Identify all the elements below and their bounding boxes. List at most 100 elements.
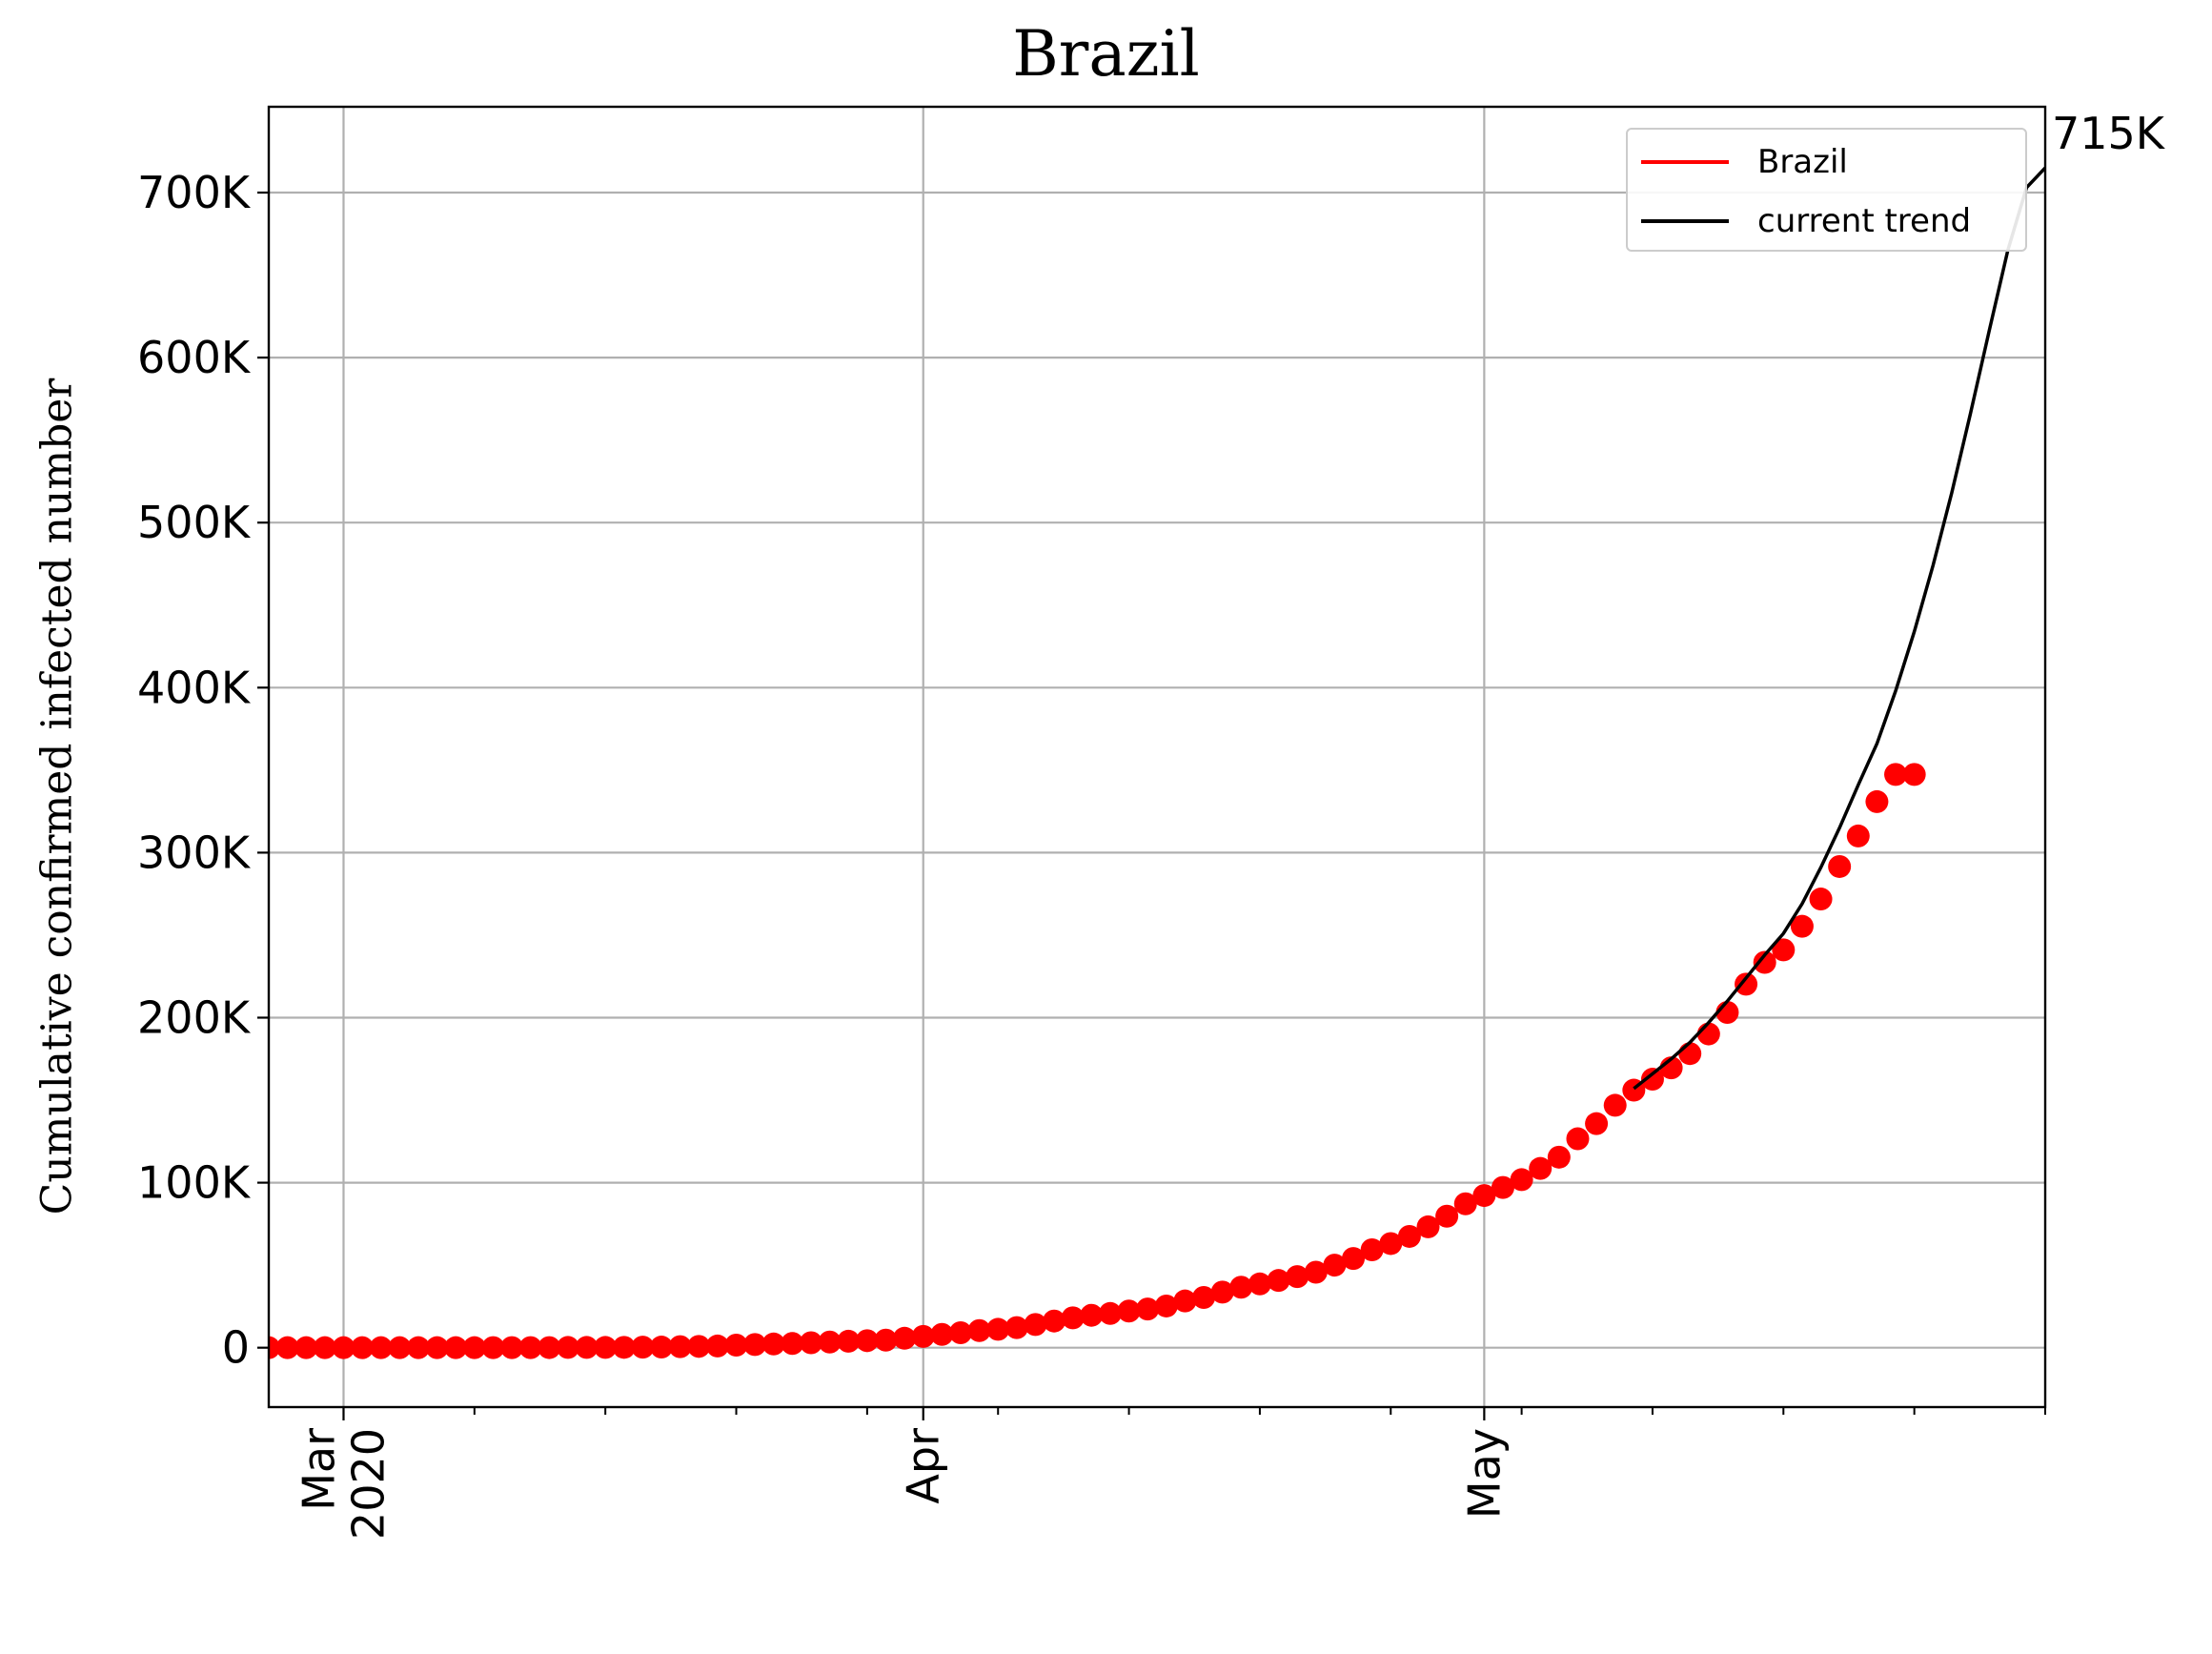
trend-end-annotation: 715K [2052, 108, 2164, 159]
data-point-brazil [1080, 1303, 1104, 1327]
data-point-brazil [1416, 1215, 1440, 1238]
legend-item-brazil: Brazil [1641, 143, 1848, 181]
data-point-brazil [1248, 1272, 1271, 1296]
data-point-brazil [556, 1336, 579, 1359]
data-point-brazil [1267, 1269, 1290, 1293]
x-tick-label-line: May [1458, 1428, 1510, 1519]
data-point-brazil [1491, 1175, 1514, 1199]
y-tick-label: 300K [137, 827, 252, 878]
data-point-brazil [1735, 972, 1758, 996]
data-point-brazil [761, 1332, 785, 1356]
data-point-brazil [1846, 824, 1870, 847]
legend-label-current-trend: current trend [1757, 202, 1972, 240]
legend-label-brazil: Brazil [1757, 143, 1848, 181]
data-point-brazil [705, 1334, 729, 1358]
plot-frame [267, 105, 2047, 1409]
x-tick-label-line: Mar [293, 1428, 344, 1511]
data-point-brazil [1229, 1276, 1253, 1299]
data-point-brazil [1005, 1316, 1028, 1339]
data-point-brazil [967, 1318, 991, 1342]
data-point-brazil [1098, 1301, 1122, 1325]
data-point-brazil [575, 1336, 599, 1359]
data-point-brazil [351, 1336, 375, 1359]
data-point-brazil [612, 1336, 636, 1359]
data-point-brazil [893, 1326, 917, 1350]
y-tick-label: 0 [222, 1322, 250, 1374]
data-point-brazil [294, 1336, 318, 1359]
data-point-brazil [1678, 1042, 1702, 1066]
data-point-brazil [1585, 1112, 1609, 1135]
data-point-brazil [1286, 1265, 1309, 1289]
data-point-brazil [687, 1335, 711, 1358]
data-point-brazil [500, 1336, 524, 1359]
data-point-brazil [1603, 1093, 1627, 1117]
data-point-brazil [332, 1336, 355, 1359]
data-point-brazil [650, 1336, 674, 1359]
data-point-brazil [425, 1336, 449, 1359]
data-point-brazil [1566, 1127, 1590, 1151]
data-point-brazil [1173, 1289, 1197, 1313]
legend-item-current-trend: current trend [1641, 202, 1971, 240]
data-point-brazil [930, 1322, 954, 1346]
data-point-brazil [1809, 888, 1833, 911]
x-tick-label-line: 2020 [342, 1428, 394, 1540]
data-point-brazil [538, 1336, 561, 1359]
x-tick-label-line: Apr [898, 1428, 949, 1504]
data-point-brazil [1529, 1156, 1552, 1180]
data-point-brazil [1696, 1022, 1720, 1046]
data-point-brazil [1640, 1068, 1664, 1092]
data-point-brazil [986, 1317, 1010, 1341]
chart-title: Brazil [1012, 17, 1200, 91]
data-point-brazil [369, 1336, 393, 1359]
data-point-brazil [269, 1336, 280, 1359]
data-point-brazil [631, 1336, 655, 1359]
data-point-brazil [1304, 1260, 1328, 1284]
data-point-brazil [388, 1336, 412, 1359]
data-point-brazil [837, 1329, 861, 1353]
data-point-brazil [1865, 789, 1889, 813]
y-tick-label: 100K [137, 1157, 252, 1209]
data-point-brazil [1024, 1313, 1047, 1337]
data-point-brazil [518, 1336, 542, 1359]
x-tick-label: Apr [898, 1428, 949, 1504]
data-point-brazil [1360, 1237, 1384, 1261]
data-point-brazil [1902, 763, 1926, 786]
data-point-brazil [1154, 1294, 1178, 1317]
data-point-brazil [911, 1324, 935, 1348]
data-point-brazil [1753, 950, 1776, 974]
data-point-brazil [1136, 1297, 1160, 1321]
y-tick-label: 600K [137, 332, 252, 383]
y-tick-label: 400K [137, 662, 252, 713]
data-point-brazil [462, 1336, 486, 1359]
data-point-brazil [1323, 1254, 1347, 1277]
data-point-brazil [874, 1328, 898, 1352]
data-point-brazil [1884, 763, 1908, 786]
data-point-brazil [1828, 854, 1852, 878]
data-point-brazil [1117, 1299, 1141, 1323]
y-tick-label: 500K [137, 497, 252, 548]
data-point-brazil [855, 1329, 879, 1353]
data-point-brazil [1435, 1204, 1459, 1228]
data-point-brazil [406, 1336, 430, 1359]
data-point-brazil [1397, 1224, 1421, 1248]
data-point-brazil [275, 1336, 299, 1359]
data-point-brazil [948, 1321, 972, 1345]
legend-swatch-brazil [1641, 160, 1729, 164]
data-point-brazil [594, 1336, 618, 1359]
data-point-brazil [1510, 1168, 1533, 1192]
data-point-brazil [1547, 1145, 1571, 1169]
data-point-brazil [743, 1333, 767, 1357]
data-point-brazil [1453, 1192, 1477, 1215]
y-tick-label: 700K [137, 167, 252, 218]
legend-swatch-current-trend [1641, 219, 1729, 223]
x-tick-label: May [1458, 1428, 1510, 1519]
data-point-brazil [668, 1335, 692, 1358]
data-point-brazil [1379, 1232, 1403, 1256]
data-point-brazil [1061, 1306, 1085, 1330]
trend-line [1633, 166, 2045, 1091]
data-point-brazil [1772, 938, 1796, 962]
data-point-brazil [444, 1336, 468, 1359]
data-point-brazil [800, 1331, 823, 1355]
